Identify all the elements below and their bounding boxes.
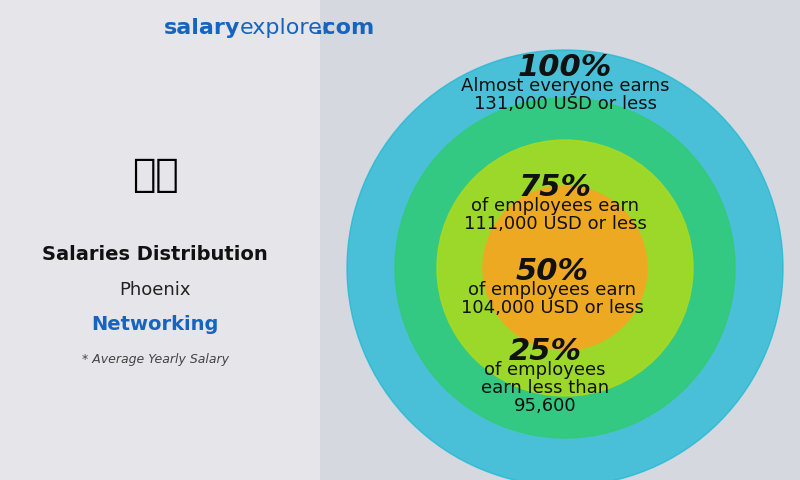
Circle shape xyxy=(437,140,693,396)
Text: Almost everyone earns: Almost everyone earns xyxy=(461,77,670,95)
Text: 25%: 25% xyxy=(509,337,582,367)
Circle shape xyxy=(483,186,647,350)
Text: 50%: 50% xyxy=(515,257,589,287)
Text: 131,000 USD or less: 131,000 USD or less xyxy=(474,95,657,113)
Text: explorer: explorer xyxy=(240,18,332,38)
Text: 100%: 100% xyxy=(518,53,612,83)
Text: salary: salary xyxy=(164,18,240,38)
Text: 104,000 USD or less: 104,000 USD or less xyxy=(461,299,643,317)
Text: of employees earn: of employees earn xyxy=(471,197,639,215)
Text: Phoenix: Phoenix xyxy=(119,281,190,299)
Text: 75%: 75% xyxy=(518,173,591,203)
Text: 95,600: 95,600 xyxy=(514,397,576,415)
Text: 111,000 USD or less: 111,000 USD or less xyxy=(463,215,646,233)
Text: .com: .com xyxy=(315,18,375,38)
Text: of employees earn: of employees earn xyxy=(468,281,636,299)
Circle shape xyxy=(395,98,735,438)
Text: 🇺🇸: 🇺🇸 xyxy=(132,156,178,194)
Text: Networking: Networking xyxy=(91,315,218,335)
Text: * Average Yearly Salary: * Average Yearly Salary xyxy=(82,353,229,367)
Text: Salaries Distribution: Salaries Distribution xyxy=(42,245,268,264)
Circle shape xyxy=(347,50,783,480)
Text: earn less than: earn less than xyxy=(481,379,609,397)
Text: of employees: of employees xyxy=(484,361,606,379)
